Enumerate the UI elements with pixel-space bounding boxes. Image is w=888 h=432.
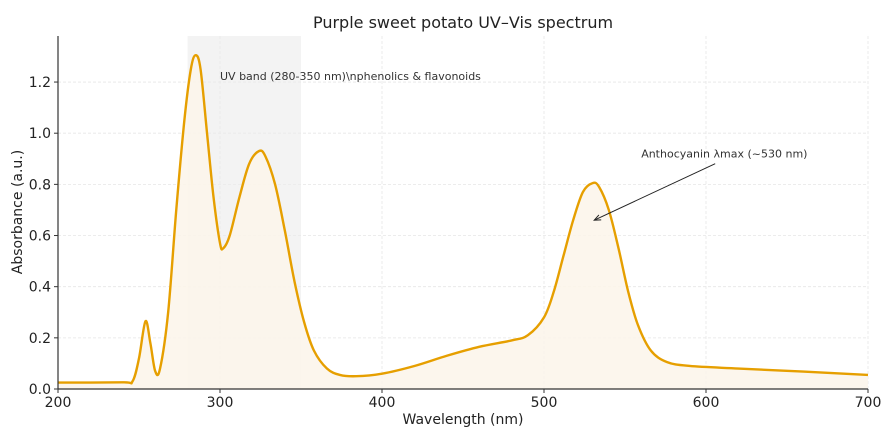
- y-tick-label: 0.6: [29, 229, 51, 245]
- x-tick-label: 600: [693, 395, 720, 411]
- x-tick-label: 300: [207, 395, 234, 411]
- annotation-arrowhead: [593, 214, 602, 221]
- x-tick-label: 200: [45, 395, 72, 411]
- x-tick-label: 500: [531, 395, 558, 411]
- uv-band-label: UV band (280-350 nm)\nphenolics & flavon…: [220, 70, 481, 83]
- x-axis-label: Wavelength (nm): [403, 412, 524, 428]
- x-tick-label: 700: [855, 395, 882, 411]
- y-axis-label: Absorbance (a.u.): [10, 150, 26, 274]
- absorbance-line: [57, 53, 869, 385]
- anthocyanin-annotation: Anthocyanin λmax (~530 nm): [641, 148, 807, 161]
- ticks: 200 300 400 500 600 700 0.0 0.2 0.4 0.6 0.8 1.0 1.2: [29, 75, 882, 411]
- axes: [57, 36, 868, 390]
- y-tick-label: 0.4: [29, 280, 51, 296]
- x-tick-label: 400: [369, 395, 396, 411]
- y-tick-label: 0.0: [29, 382, 51, 398]
- annotation-arrow: [594, 163, 716, 221]
- y-tick-label: 1.0: [29, 126, 51, 142]
- absorbance-fill: [58, 55, 868, 389]
- y-tick-label: 1.2: [29, 75, 51, 91]
- chart-title: Purple sweet potato UV–Vis spectrum: [313, 13, 613, 32]
- y-tick-label: 0.2: [29, 331, 51, 347]
- y-tick-label: 0.8: [29, 177, 51, 193]
